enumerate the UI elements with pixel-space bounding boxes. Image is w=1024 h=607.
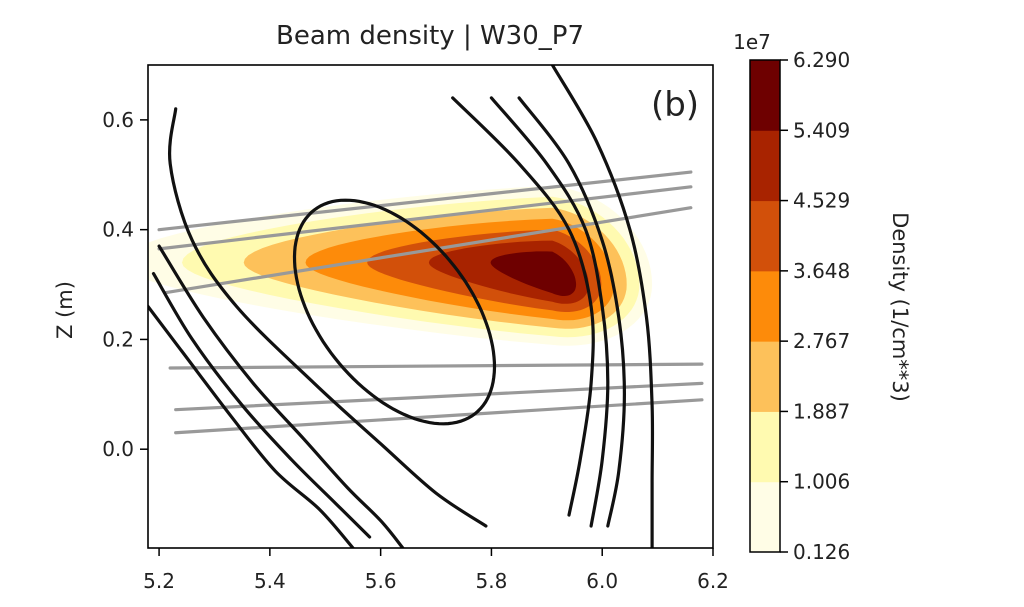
flux-surface [550, 65, 655, 548]
x-tick-label: 5.2 [143, 569, 175, 593]
y-tick-label: 0.4 [102, 218, 134, 242]
colorbar-tick-label: 6.290 [793, 48, 850, 72]
x-tick-label: 5.4 [254, 569, 286, 593]
y-tick-label: 0.2 [102, 327, 134, 351]
colorbar-tick-label: 4.529 [793, 189, 850, 213]
x-tick-label: 6.2 [697, 569, 729, 593]
beam-line [163, 206, 693, 295]
x-tick-label: 5.6 [365, 569, 397, 593]
colorbar-band [750, 481, 780, 553]
colorbar-band [750, 270, 780, 342]
flux-surfaces [148, 65, 655, 548]
x-axis: 5.2 5.4 5.6 5.8 6.0 6.2 [143, 548, 729, 593]
y-tick-label: 0.0 [102, 437, 134, 461]
flux-surface [292, 198, 497, 426]
flux-surface [517, 96, 627, 528]
colorbar-exponent: 1e7 [733, 30, 771, 54]
colorbar-tick-label: 1.887 [793, 399, 850, 423]
flux-surface [151, 272, 372, 539]
beam-line [174, 381, 704, 412]
colorbar-tick-label: 3.648 [793, 259, 850, 283]
y-axis: 0.0 0.2 0.4 0.6 [102, 108, 148, 461]
colorbar-tick-label: 5.409 [793, 118, 850, 142]
beam-line [168, 362, 704, 370]
y-tick-label: 0.6 [102, 108, 134, 132]
panel-label: (b) [651, 85, 699, 125]
flux-surface [157, 244, 405, 548]
colorbar-label: Density (1/cm**3) [888, 212, 912, 402]
flux-surface [489, 96, 610, 528]
colorbar-band [750, 60, 780, 131]
colorbar-tick-label: 0.126 [793, 540, 850, 564]
chart-title: Beam density | W30_P7 [276, 21, 584, 51]
colorbar-band [750, 130, 780, 202]
colorbar-band [750, 341, 780, 412]
colorbar-frame [749, 59, 781, 553]
flux-surface [451, 96, 595, 517]
colorbar-band [750, 200, 780, 272]
colorbar-tick-label: 1.006 [793, 470, 850, 494]
colorbar-tick-label: 2.767 [793, 329, 850, 353]
density-band [490, 251, 577, 296]
beam-line [157, 170, 693, 232]
plot-frame [147, 64, 714, 549]
beam-line [157, 185, 693, 251]
colorbar-band [750, 411, 780, 483]
y-axis-label: Z (m) [53, 281, 77, 339]
x-tick-label: 6.0 [586, 569, 618, 593]
flux-surface [167, 107, 488, 528]
x-tick-label: 5.8 [476, 569, 508, 593]
flux-surface [148, 304, 355, 548]
colorbar: 0.126 1.006 1.887 2.767 3.648 4.529 5.409 6.290 [749, 48, 850, 564]
